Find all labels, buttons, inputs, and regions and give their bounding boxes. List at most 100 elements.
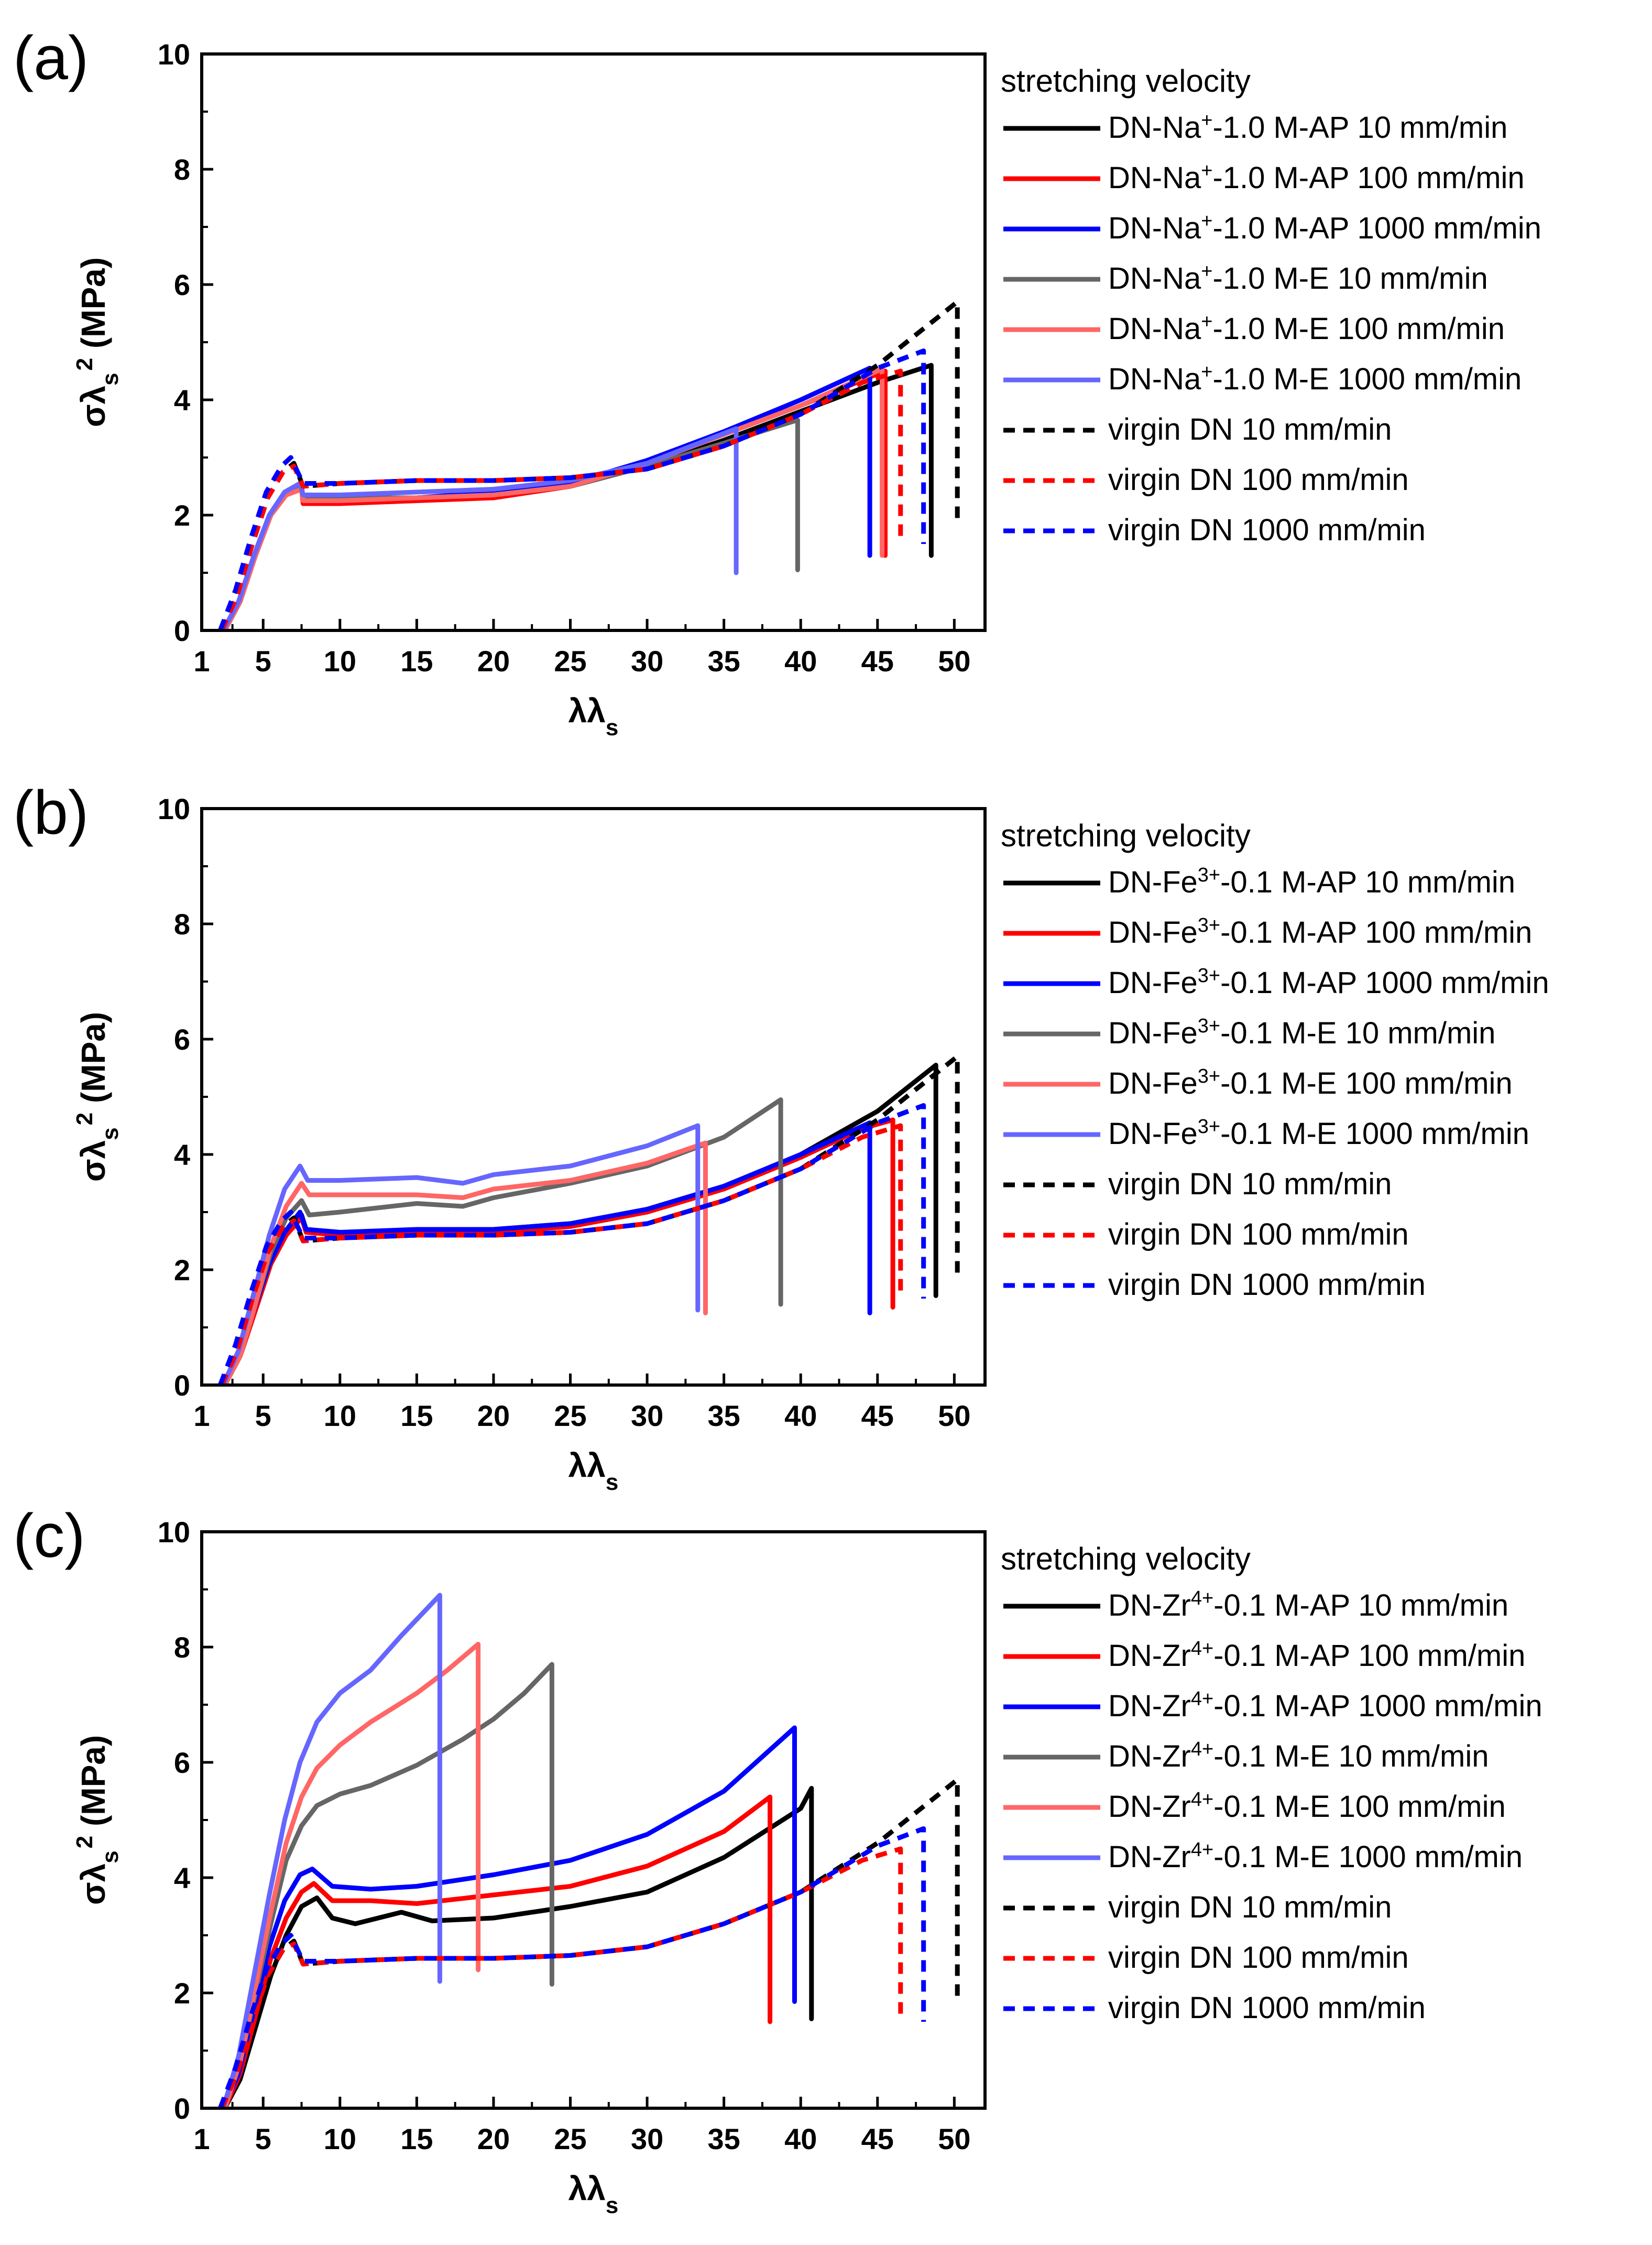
legend-entry-text: DN-Na	[1108, 161, 1201, 195]
series-line-9	[217, 1103, 926, 1385]
legend-entry-text: DN-Na	[1108, 111, 1201, 145]
series-line-6	[221, 426, 739, 630]
legend-entry-text: DN-Zr	[1108, 1588, 1191, 1622]
x-tick-label: 10	[324, 1399, 356, 1432]
legend-entry-1: DN-Fe3+-0.1 M-AP 10 mm/min	[1108, 864, 1515, 899]
legend-entry-text: virgin DN 1000 mm/min	[1108, 1991, 1426, 2025]
legend-entry-text: virgin DN 100 mm/min	[1108, 1217, 1409, 1251]
legend-entry-sup: +	[1201, 311, 1212, 333]
legend-entry-sup: 4+	[1191, 1789, 1213, 1811]
x-tick-label: 15	[400, 645, 433, 678]
y-tick-label: 6	[174, 1746, 190, 1779]
y-tick-label: 8	[174, 153, 190, 186]
y-axis-label-sup: 2	[72, 1836, 97, 1848]
legend-entry-text-post: -0.1 M-AP 100 mm/min	[1220, 916, 1532, 950]
x-axis-label: λλs	[568, 1446, 619, 1495]
legend-title: stretching velocity	[1001, 818, 1251, 853]
legend-entry-5: DN-Zr4+-0.1 M-E 100 mm/min	[1108, 1789, 1506, 1824]
x-axis-label-main: λλ	[568, 2170, 606, 2207]
x-tick-label: 45	[861, 1399, 894, 1432]
x-tick-label: 15	[400, 1399, 433, 1432]
x-tick-label: 5	[255, 645, 271, 678]
legend-entry-sup: 3+	[1198, 1116, 1220, 1138]
legend-entry-text-post: -0.1 M-AP 10 mm/min	[1220, 865, 1515, 899]
legend-entry-text: virgin DN 1000 mm/min	[1108, 1268, 1426, 1302]
legend-entry-sup: 4+	[1191, 1587, 1213, 1609]
x-tick-label: 40	[784, 2122, 817, 2155]
legend-entry-text-post: -1.0 M-AP 1000 mm/min	[1212, 211, 1541, 245]
legend-entry-text-post: -1.0 M-E 1000 mm/min	[1212, 362, 1522, 396]
legend-entry-sup: 3+	[1198, 914, 1220, 936]
legend-entry-9: virgin DN 1000 mm/min	[1108, 513, 1426, 547]
series-line-7	[219, 1777, 960, 2108]
y-axis-label: σλs2 (MPa)	[72, 1012, 123, 1182]
legend-entry-text: DN-Fe	[1108, 966, 1198, 1000]
legend-entry-sup: 4+	[1191, 1738, 1213, 1760]
legend-entry-text-post: -1.0 M-AP 100 mm/min	[1212, 161, 1524, 195]
y-axis-label-unit: (MPa)	[74, 1735, 112, 1836]
legend-entry-8: virgin DN 100 mm/min	[1108, 1941, 1409, 1975]
y-axis-label-sup: 2	[72, 1113, 97, 1125]
legend-entry-8: virgin DN 100 mm/min	[1108, 1217, 1409, 1251]
y-tick-label: 8	[174, 908, 190, 941]
y-tick-label: 2	[174, 499, 190, 532]
x-axis-label-main: λλ	[568, 1446, 606, 1484]
series-line-8	[219, 368, 903, 630]
legend-title: stretching velocity	[1001, 63, 1251, 99]
x-tick-label: 20	[477, 645, 510, 678]
legend-entry-text-post: -0.1 M-E 100 mm/min	[1220, 1066, 1513, 1100]
legend-entry-sup: 4+	[1191, 1839, 1213, 1861]
x-axis-label-sub: s	[606, 715, 618, 740]
x-tick-label: 1	[193, 645, 210, 678]
legend-entry-sup: +	[1201, 160, 1212, 182]
legend-entry-text-post: -0.1 M-E 1000 mm/min	[1220, 1117, 1529, 1151]
y-axis-label: σλs2 (MPa)	[72, 1735, 123, 1905]
y-tick-label: 2	[174, 1254, 190, 1287]
series-line-1	[222, 1786, 814, 2108]
x-tick-label: 40	[784, 645, 817, 678]
legend-entry-text: virgin DN 1000 mm/min	[1108, 513, 1426, 547]
legend-entry-sup: 3+	[1198, 1015, 1220, 1037]
legend-entry-5: DN-Fe3+-0.1 M-E 100 mm/min	[1108, 1065, 1513, 1100]
legend-entry-text: virgin DN 100 mm/min	[1108, 463, 1409, 497]
series-line-8	[219, 1123, 903, 1385]
y-tick-label: 0	[174, 614, 190, 647]
legend-entry-sup: +	[1201, 361, 1212, 383]
x-tick-label: 5	[255, 2122, 271, 2155]
x-axis-label: λλs	[568, 692, 619, 740]
legend-entry-text: DN-Na	[1108, 362, 1201, 396]
legend-entry-text-post: -1.0 M-AP 10 mm/min	[1212, 111, 1507, 145]
y-tick-label: 10	[158, 1516, 190, 1549]
x-tick-label: 25	[554, 2122, 586, 2155]
x-axis-label-sub: s	[606, 2193, 618, 2218]
legend-entry-text: virgin DN 10 mm/min	[1108, 1167, 1392, 1201]
legend-entry-4: DN-Zr4+-0.1 M-E 10 mm/min	[1108, 1738, 1489, 1773]
legend-entry-text: DN-Zr	[1108, 1790, 1191, 1824]
y-axis-label-sub: s	[97, 1850, 123, 1863]
legend-entry-text: DN-Fe	[1108, 916, 1198, 950]
series-line-9	[217, 1826, 926, 2108]
legend-entry-text: DN-Zr	[1108, 1689, 1191, 1723]
x-tick-label: 15	[400, 2122, 433, 2155]
legend-entry-1: DN-Zr4+-0.1 M-AP 10 mm/min	[1108, 1587, 1508, 1622]
y-axis-label: σλs2 (MPa)	[72, 257, 123, 427]
y-tick-label: 4	[174, 384, 190, 417]
x-tick-label: 50	[938, 645, 970, 678]
series-line-5	[222, 1642, 481, 2108]
legend-entry-text: DN-Fe	[1108, 865, 1198, 899]
y-axis-label-main: σλ	[74, 1140, 112, 1182]
legend-entry-4: DN-Fe3+-0.1 M-E 10 mm/min	[1108, 1015, 1495, 1050]
y-axis-label-unit: (MPa)	[74, 1012, 112, 1113]
x-tick-label: 40	[784, 1399, 817, 1432]
y-tick-label: 4	[174, 1138, 190, 1171]
legend-entry-2: DN-Zr4+-0.1 M-AP 100 mm/min	[1108, 1638, 1525, 1673]
series-line-9	[217, 348, 926, 630]
series-line-2	[222, 1794, 773, 2108]
legend-entry-text-post: -0.1 M-AP 10 mm/min	[1213, 1588, 1508, 1622]
legend-entry-text: DN-Zr	[1108, 1639, 1191, 1673]
legend-entry-text-post: -1.0 M-E 100 mm/min	[1212, 312, 1505, 346]
legend-entry-2: DN-Fe3+-0.1 M-AP 100 mm/min	[1108, 914, 1532, 950]
